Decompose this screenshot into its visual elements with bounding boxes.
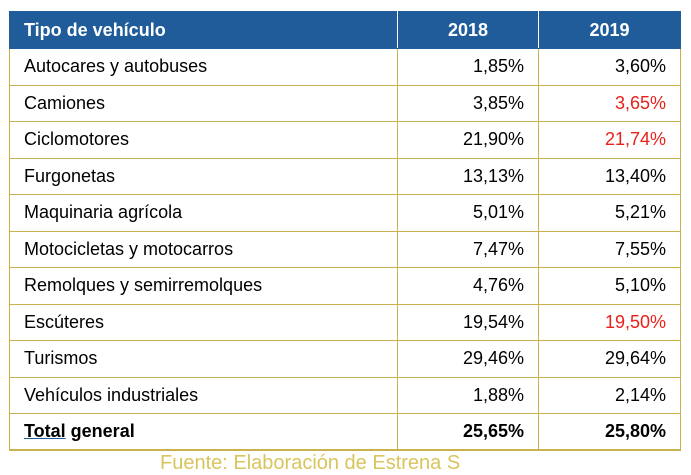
value-2019-cell: 3,65% (538, 84, 681, 122)
table-row: Furgonetas 13,13% 13,40% (9, 157, 681, 195)
total-label: Total general (9, 413, 398, 451)
vehicle-type-cell: Vehículos industriales (9, 376, 398, 414)
value-2019-cell: 5,10% (538, 267, 681, 305)
value-2018-cell: 29,46% (397, 340, 539, 378)
table-row: Remolques y semirremolques 4,76% 5,10% (9, 267, 681, 305)
value-2018-cell: 1,85% (397, 48, 539, 86)
value-2018-cell: 13,13% (397, 157, 539, 195)
value-2018-cell: 5,01% (397, 194, 539, 232)
vehicle-type-cell: Autocares y autobuses (9, 48, 398, 86)
table-row: Camiones 3,85% 3,65% (9, 84, 681, 122)
table-row: Escúteres 19,54% 19,50% (9, 303, 681, 341)
total-row: Total general 25,65% 25,80% (9, 413, 681, 451)
header-vehicle-type: Tipo de vehículo (9, 11, 398, 49)
value-2019-cell: 2,14% (538, 376, 681, 414)
vehicle-type-cell: Camiones (9, 84, 398, 122)
total-2018: 25,65% (397, 413, 539, 451)
total-label-rest: general (65, 421, 135, 441)
source-footnote: Fuente: Elaboración de Estrena S (160, 452, 461, 474)
table-row: Autocares y autobuses 1,85% 3,60% (9, 48, 681, 86)
vehicle-type-cell: Furgonetas (9, 157, 398, 195)
value-2018-cell: 3,85% (397, 84, 539, 122)
value-2018-cell: 21,90% (397, 121, 539, 159)
header-2018: 2018 (397, 11, 539, 49)
value-2019-cell: 5,21% (538, 194, 681, 232)
table-row: Maquinaria agrícola 5,01% 5,21% (9, 194, 681, 232)
vehicle-type-cell: Remolques y semirremolques (9, 267, 398, 305)
total-label-underlined: Total (24, 421, 66, 441)
vehicle-type-cell: Ciclomotores (9, 121, 398, 159)
value-2019-cell: 13,40% (538, 157, 681, 195)
value-2019-cell: 19,50% (538, 303, 681, 341)
value-2018-cell: 1,88% (397, 376, 539, 414)
table-row: Turismos 29,46% 29,64% (9, 340, 681, 378)
table-header-row: Tipo de vehículo 2018 2019 (9, 11, 681, 49)
value-2019-cell: 3,60% (538, 48, 681, 86)
table-row: Motocicletas y motocarros 7,47% 7,55% (9, 230, 681, 268)
vehicle-type-cell: Motocicletas y motocarros (9, 230, 398, 268)
vehicle-type-cell: Escúteres (9, 303, 398, 341)
table-row: Ciclomotores 21,90% 21,74% (9, 121, 681, 159)
table-body: Autocares y autobuses 1,85% 3,60% Camiones 3… (9, 48, 681, 451)
vehicle-type-cell: Turismos (9, 340, 398, 378)
table-row: Vehículos industriales 1,88% 2,14% (9, 376, 681, 414)
total-2019: 25,80% (538, 413, 681, 451)
vehicle-table: Tipo de vehículo 2018 2019 Autocares y a… (9, 11, 681, 451)
vehicle-type-cell: Maquinaria agrícola (9, 194, 398, 232)
value-2019-cell: 21,74% (538, 121, 681, 159)
header-2019: 2019 (538, 11, 681, 49)
value-2018-cell: 4,76% (397, 267, 539, 305)
value-2019-cell: 7,55% (538, 230, 681, 268)
value-2019-cell: 29,64% (538, 340, 681, 378)
value-2018-cell: 19,54% (397, 303, 539, 341)
value-2018-cell: 7,47% (397, 230, 539, 268)
